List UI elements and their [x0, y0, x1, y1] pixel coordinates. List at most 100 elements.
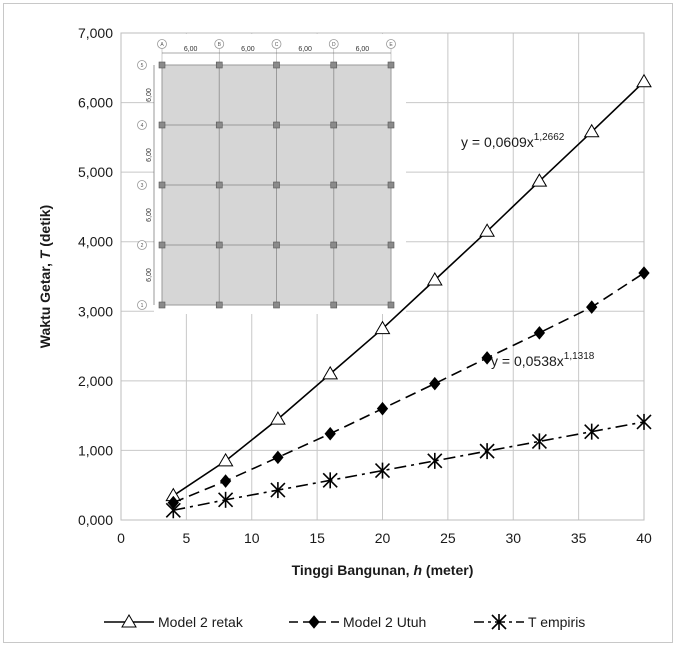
inset-column: [330, 241, 338, 249]
inset-column: [215, 61, 223, 69]
x-tick-label: 10: [244, 530, 260, 546]
inset-grid-label-x: C: [275, 42, 279, 48]
legend-label-2: T empiris: [528, 614, 585, 630]
data-point-2: [531, 433, 547, 450]
data-point-1: [376, 401, 389, 416]
inset-column: [387, 181, 395, 189]
inset-span-x: 6,00: [184, 46, 198, 53]
inset-column: [273, 181, 280, 189]
inset-column: [273, 241, 280, 249]
data-point-2: [479, 443, 495, 460]
inset-grid-label-x: B: [218, 42, 222, 48]
data-point-1: [429, 376, 441, 391]
series-group: [165, 73, 652, 519]
inset-grid-bubble-x: [214, 39, 225, 49]
inset-span-y: 6,00: [146, 88, 153, 102]
x-tick-label: 0: [117, 530, 125, 546]
inset-span-y: 6,00: [146, 208, 153, 222]
inset-grid-label-x: D: [332, 42, 336, 48]
series-line-1: [172, 272, 645, 504]
inset-column: [158, 121, 166, 129]
inset-column: [273, 301, 280, 309]
data-point-1: [638, 266, 650, 280]
data-point-0: [636, 73, 652, 88]
data-point-0: [374, 320, 391, 335]
y-tick-label: 5,000: [78, 164, 113, 180]
data-point-1: [272, 450, 284, 465]
data-point-0: [479, 223, 495, 237]
y-tick-label: 4,000: [78, 234, 113, 250]
inset-column: [158, 181, 166, 189]
x-tick-label: 15: [309, 530, 325, 546]
data-point-2: [322, 472, 338, 489]
inset-column: [330, 301, 338, 309]
y-tick-label: 6,000: [78, 95, 113, 111]
inset-span-x: 6,00: [356, 46, 370, 53]
y-axis-title: Waktu Getar, T (detik): [37, 205, 53, 348]
inset-column: [215, 301, 223, 309]
inset-grid-bubble-x: [157, 39, 167, 49]
inset-column: [215, 241, 223, 249]
x-tick-label: 25: [440, 530, 456, 546]
legend: Model 2 retak Model 2 Utuh T empiris: [104, 614, 585, 630]
inset-column: [387, 241, 395, 249]
inset-column: [215, 181, 223, 189]
x-tick-label: 35: [571, 530, 587, 546]
legend-marker-1: [308, 615, 320, 629]
inset-span-y: 6,00: [146, 148, 153, 162]
data-point-0: [583, 123, 600, 138]
data-point-0: [426, 271, 443, 286]
inset-column: [387, 301, 395, 309]
data-point-2: [427, 452, 443, 469]
inset-grid-bubble-y: [137, 300, 147, 310]
data-point-1: [533, 326, 546, 340]
line-chart: A B C D E 5 4 3 2 1 6,00 6,00 6,00 6,00 6,00 6,00 6,00 6,…: [37, 25, 652, 630]
inset-span-x: 6,00: [298, 46, 312, 53]
inset-column: [273, 61, 280, 69]
data-point-2: [270, 482, 286, 499]
legend-marker-0: [121, 614, 137, 628]
inset-column: [330, 181, 338, 189]
data-point-0: [322, 365, 339, 380]
inset-column: [387, 121, 395, 129]
inset-column: [158, 241, 166, 249]
y-tick-label: 1,000: [78, 442, 113, 458]
inset-column: [273, 121, 280, 129]
inset-column: [158, 301, 166, 309]
inset-column: [330, 61, 338, 69]
data-point-2: [374, 462, 391, 479]
inset-grid-label-y: 2: [141, 243, 144, 249]
floor-plan-inset: A B C D E 5 4 3 2 1 6,00 6,00 6,00 6,00 6,00 6,00 6,00 6,…: [137, 34, 406, 314]
inset-grid-bubble-x: [271, 39, 282, 49]
y-tick-label: 0,000: [78, 512, 113, 528]
data-point-0: [531, 173, 548, 187]
inset-grid-label-x: A: [160, 42, 164, 48]
series-line-0: [172, 81, 645, 497]
inset-grid-label-y: 4: [141, 123, 144, 129]
inset-grid-bubble-y: [137, 240, 147, 250]
equation-retak: y = 0,0609x1,2662: [461, 132, 565, 150]
inset-column: [215, 121, 223, 129]
inset-column: [387, 61, 395, 69]
inset-span-x: 6,00: [241, 46, 255, 53]
inset-grid-label-x: E: [389, 42, 393, 48]
inset-grid-bubble-y: [137, 180, 147, 190]
inset-grid-bubble-y: [137, 60, 147, 70]
x-tick-label: 30: [505, 530, 521, 546]
x-tick-label: 40: [636, 530, 652, 546]
data-point-1: [219, 474, 232, 488]
data-point-0: [217, 452, 234, 467]
data-point-2: [584, 423, 600, 440]
legend-label-0: Model 2 retak: [158, 614, 244, 630]
data-point-2: [165, 502, 181, 519]
y-tick-label: 3,000: [78, 303, 113, 319]
chart-frame: A B C D E 5 4 3 2 1 6,00 6,00 6,00 6,00 6,00 6,00 6,00 6,…: [3, 3, 673, 643]
data-point-2: [636, 413, 652, 430]
inset-grid-bubble-x: [386, 39, 396, 49]
data-point-1: [586, 300, 598, 314]
tick-labels: 0 5 10 15 20 25 30 35 400,0001,0002,0003,0004,00…: [78, 25, 652, 546]
y-tick-label: 2,000: [78, 373, 113, 389]
inset-grid-label-y: 3: [141, 183, 144, 189]
x-tick-label: 20: [375, 530, 391, 546]
legend-label-1: Model 2 Utuh: [343, 614, 426, 630]
